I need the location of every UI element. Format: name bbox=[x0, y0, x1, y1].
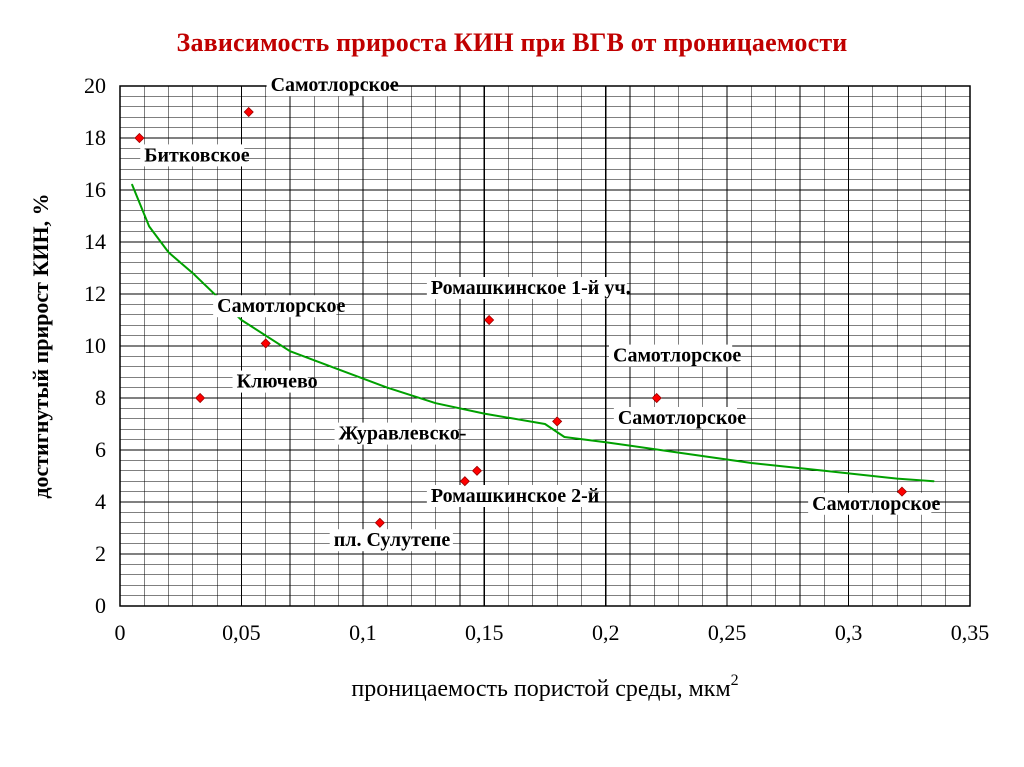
chart-label: Журавлевско- bbox=[339, 423, 467, 445]
chart-label: Самотлорское bbox=[618, 407, 746, 429]
y-tick-label: 4 bbox=[95, 489, 106, 514]
chart-label: Самотлорское bbox=[271, 74, 399, 96]
kin-vs-permeability-chart: 0 0,05 0,1 0,15 0,2 0,25 0,3 0,35 0 2 4 6 8 10 12 14 16 1… bbox=[0, 66, 1024, 746]
x-tick-label: 0,2 bbox=[592, 620, 620, 645]
y-axis-label: достигнутый прирост КИН, % bbox=[28, 193, 53, 498]
x-tick-label: 0,1 bbox=[349, 620, 377, 645]
y-tick-label: 2 bbox=[95, 541, 106, 566]
y-tick-label: 14 bbox=[84, 229, 106, 254]
x-tick-label: 0,35 bbox=[951, 620, 990, 645]
y-tick-label: 20 bbox=[84, 73, 106, 98]
chart-label: Ромашкинское 2-й bbox=[431, 485, 599, 507]
y-tick-label: 18 bbox=[84, 125, 106, 150]
y-tick-label: 12 bbox=[84, 281, 106, 306]
x-axis-label: проницаемость пористой среды, мкм2 bbox=[351, 672, 738, 702]
page-title: Зависимость прироста КИН при ВГВ от прон… bbox=[0, 0, 1024, 66]
y-tick-label: 16 bbox=[84, 177, 106, 202]
x-tick-label: 0,15 bbox=[465, 620, 504, 645]
chart-label: Самотлорское bbox=[613, 345, 741, 367]
title-text: Зависимость прироста КИН при ВГВ от прон… bbox=[177, 28, 848, 57]
chart-label: Ключево bbox=[237, 371, 318, 393]
y-tick-label: 0 bbox=[95, 593, 106, 618]
chart-label: Самотлорское bbox=[812, 493, 940, 515]
x-tick-label: 0,3 bbox=[835, 620, 863, 645]
chart-label: Битковское bbox=[144, 144, 250, 166]
chart-label: пл. Сулутепе bbox=[334, 529, 451, 551]
x-tick-label: 0,05 bbox=[222, 620, 261, 645]
x-tick-label: 0,25 bbox=[708, 620, 747, 645]
chart-label: Самотлорское bbox=[217, 295, 345, 317]
x-tick-label: 0 bbox=[115, 620, 126, 645]
y-tick-label: 8 bbox=[95, 385, 106, 410]
y-tick-label: 6 bbox=[95, 437, 106, 462]
chart-label: Ромашкинское 1-й уч. bbox=[431, 277, 631, 299]
y-tick-label: 10 bbox=[84, 333, 106, 358]
chart-container: 0 0,05 0,1 0,15 0,2 0,25 0,3 0,35 0 2 4 6 8 10 12 14 16 1… bbox=[0, 66, 1024, 746]
